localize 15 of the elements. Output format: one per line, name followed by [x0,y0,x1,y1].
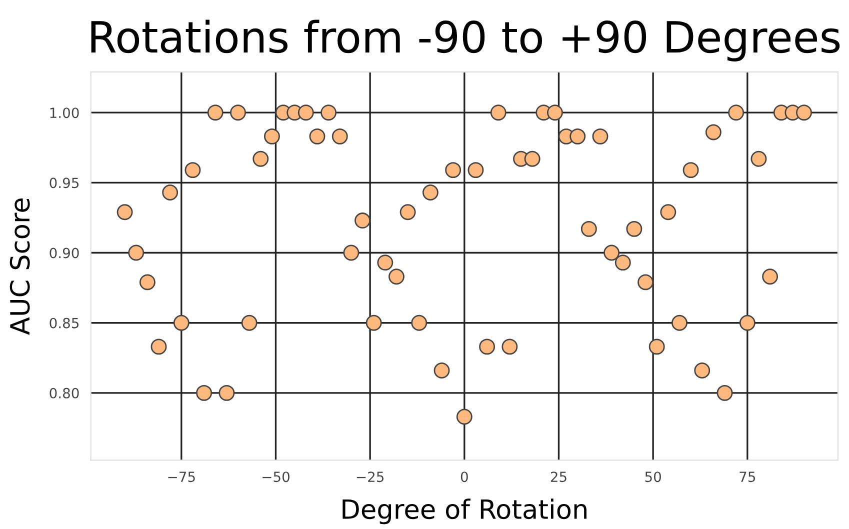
x-tick-label: −75 [168,472,195,482]
x-tick-label: 75 [740,472,756,482]
y-tick-label: 0.80 [50,388,79,398]
x-tick-label: 50 [645,472,661,482]
chart-title: Rotations from -90 to +90 Degrees [91,20,840,62]
y-tick-label: 0.85 [50,318,79,328]
x-tick-label: −50 [262,472,290,482]
x-axis-title: Degree of Rotation [342,498,586,524]
x-tick-label: 25 [550,472,566,482]
y-tick-label: 0.95 [50,178,79,188]
y-tick-label: 1.00 [50,108,79,118]
y-axis-title: AUC Score [10,198,30,335]
x-tick-label: 0 [460,472,468,482]
y-tick-label: 0.90 [50,248,79,258]
x-tick-label: −25 [356,472,384,482]
